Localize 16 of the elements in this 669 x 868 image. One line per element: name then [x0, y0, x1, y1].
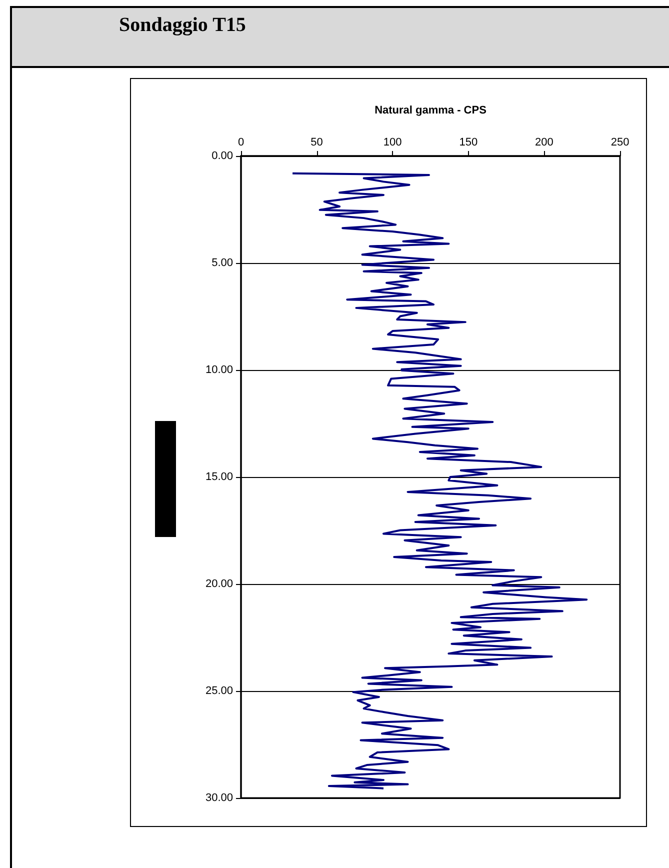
y-tick-label: 5.00	[212, 257, 233, 269]
x-tick-label: 250	[610, 136, 630, 148]
y-tick-label: 25.00	[205, 685, 233, 697]
x-tick-label: 150	[459, 136, 478, 148]
y-tick-label: 30.00	[205, 792, 233, 804]
y-tick-label: 0.00	[212, 150, 233, 162]
y-tick-label: 20.00	[205, 578, 233, 590]
x-tick-label: 100	[383, 136, 402, 148]
x-tick-label: 50	[310, 136, 323, 148]
x-tick-label: 0	[238, 136, 244, 148]
line-series	[292, 172, 588, 790]
x-axis-title: Natural gamma - CPS	[374, 104, 486, 116]
x-tick-label: 200	[535, 136, 554, 148]
chart-title: Sondaggio T15	[119, 14, 246, 37]
y-tick-label: 10.00	[205, 364, 233, 376]
y-tick-label: 15.00	[205, 471, 233, 483]
